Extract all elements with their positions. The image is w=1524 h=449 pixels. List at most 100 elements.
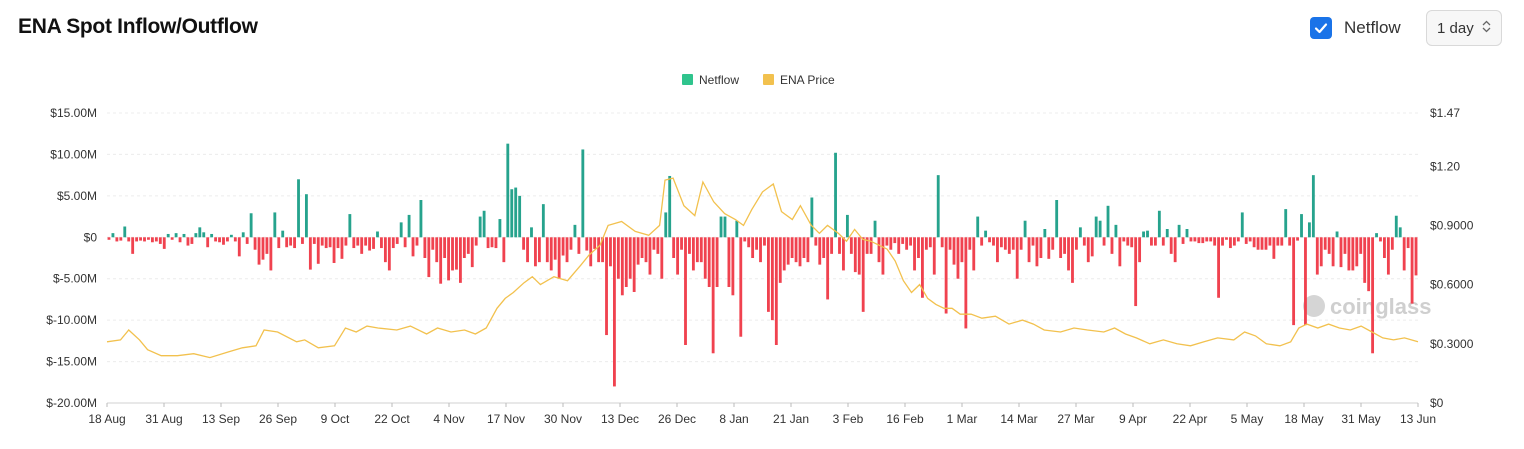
netflow-bar [447, 237, 450, 281]
netflow-bar [984, 230, 988, 238]
netflow-bar [1304, 237, 1307, 326]
netflow-bar [241, 232, 245, 238]
netflow-bar [1300, 214, 1303, 238]
netflow-bar [1047, 237, 1051, 259]
netflow-bar [759, 237, 762, 263]
netflow-bar [229, 234, 233, 238]
netflow-bar [1359, 237, 1363, 254]
coinglass-logo-icon [1303, 295, 1325, 317]
interval-select[interactable]: 1 day [1426, 10, 1502, 46]
netflow-bar [960, 237, 964, 263]
netflow-bar [1157, 210, 1161, 238]
netflow-bar [747, 237, 751, 248]
netflow-bar [1031, 237, 1035, 246]
netflow-bar [1205, 237, 1209, 242]
price-line [106, 177, 1419, 359]
netflow-bar [1240, 212, 1244, 238]
netflow-bar [297, 179, 300, 238]
netflow-bar [988, 237, 991, 243]
netflow-bar [1292, 237, 1296, 326]
netflow-bar [154, 237, 158, 242]
netflow-bar [502, 237, 506, 263]
netflow-bar [1236, 237, 1240, 242]
netflow-bar [1221, 237, 1224, 246]
netflow-bar [1307, 222, 1311, 238]
netflow-bar [143, 237, 146, 242]
netflow-bar [826, 237, 830, 300]
netflow-bar [936, 175, 940, 238]
netflow-bar [383, 237, 387, 263]
netflow-bar [940, 237, 944, 248]
netflow-bar [853, 237, 857, 273]
netflow-bar [1153, 237, 1157, 246]
x-tick-label: 9 Oct [321, 412, 350, 426]
netflow-bar [387, 237, 391, 271]
netflow-bar [948, 237, 952, 250]
netflow-bar [415, 237, 419, 246]
netflow-bar [237, 237, 241, 257]
netflow-bar [1019, 237, 1023, 250]
netflow-bar [1114, 224, 1118, 238]
netflow-bar [924, 237, 928, 250]
netflow-bar [131, 237, 135, 254]
netflow-bar [794, 237, 798, 263]
legend-item[interactable]: Netflow [682, 73, 739, 87]
x-tick-label: 8 Jan [719, 412, 748, 426]
netflow-bar [391, 237, 395, 249]
netflow-bar [735, 220, 739, 238]
netflow-bar [1142, 231, 1145, 238]
netflow-bar [818, 237, 822, 265]
netflow-bar [1225, 237, 1228, 240]
netflow-bar [166, 233, 170, 238]
netflow-bar [1343, 237, 1347, 254]
netflow-bar [569, 237, 573, 250]
x-tick-label: 27 Mar [1057, 412, 1094, 426]
netflow-bar [1406, 237, 1410, 249]
netflow-bar [226, 237, 229, 242]
netflow-bar [1169, 237, 1173, 254]
netflow-toggle[interactable]: Netflow [1310, 17, 1401, 39]
x-tick-label: 18 May [1284, 412, 1323, 426]
netflow-bar [707, 237, 711, 287]
netflow-bar [190, 237, 194, 244]
coinglass-watermark: coinglass [1303, 294, 1431, 319]
netflow-bar [624, 237, 628, 287]
netflow-checkbox[interactable] [1310, 17, 1332, 39]
netflow-bar [304, 194, 308, 238]
netflow-bar [158, 237, 162, 244]
y-right-tick-label: $0.6000 [1430, 278, 1474, 292]
netflow-bar [763, 237, 766, 246]
netflow-bar [1229, 237, 1232, 249]
netflow-bar [830, 237, 834, 254]
price-line-group [106, 177, 1419, 359]
netflow-bar [1315, 237, 1319, 275]
netflow-bar [1150, 237, 1153, 246]
x-tick-label: 16 Feb [886, 412, 924, 426]
netflow-bar [782, 237, 786, 271]
netflow-bar [127, 237, 131, 242]
netflow-bar [822, 237, 826, 258]
netflow-bar [703, 237, 707, 279]
netflow-bar [1063, 237, 1066, 254]
netflow-bar [873, 220, 877, 238]
x-tick-label: 13 Jun [1400, 412, 1436, 426]
x-tick-label: 21 Jan [773, 412, 809, 426]
netflow-bar [589, 237, 593, 267]
netflow-bar [909, 237, 912, 246]
netflow-bar [901, 237, 905, 244]
netflow-bar [111, 233, 115, 238]
legend-item[interactable]: ENA Price [763, 73, 835, 87]
netflow-bar [1110, 237, 1114, 254]
x-tick-label: 9 Apr [1119, 412, 1147, 426]
netflow-bar [1130, 237, 1134, 248]
chart-legend[interactable]: Netflow ENA Price [682, 73, 835, 87]
netflow-bar [814, 237, 818, 246]
netflow-bar [1386, 237, 1390, 275]
netflow-bar [1181, 237, 1185, 244]
netflow-bar [119, 237, 123, 241]
netflow-bar [312, 237, 316, 244]
netflow-bar [182, 233, 186, 238]
netflow-bar [423, 237, 427, 258]
netflow-bar [1331, 237, 1335, 267]
netflow-bar [316, 237, 320, 264]
